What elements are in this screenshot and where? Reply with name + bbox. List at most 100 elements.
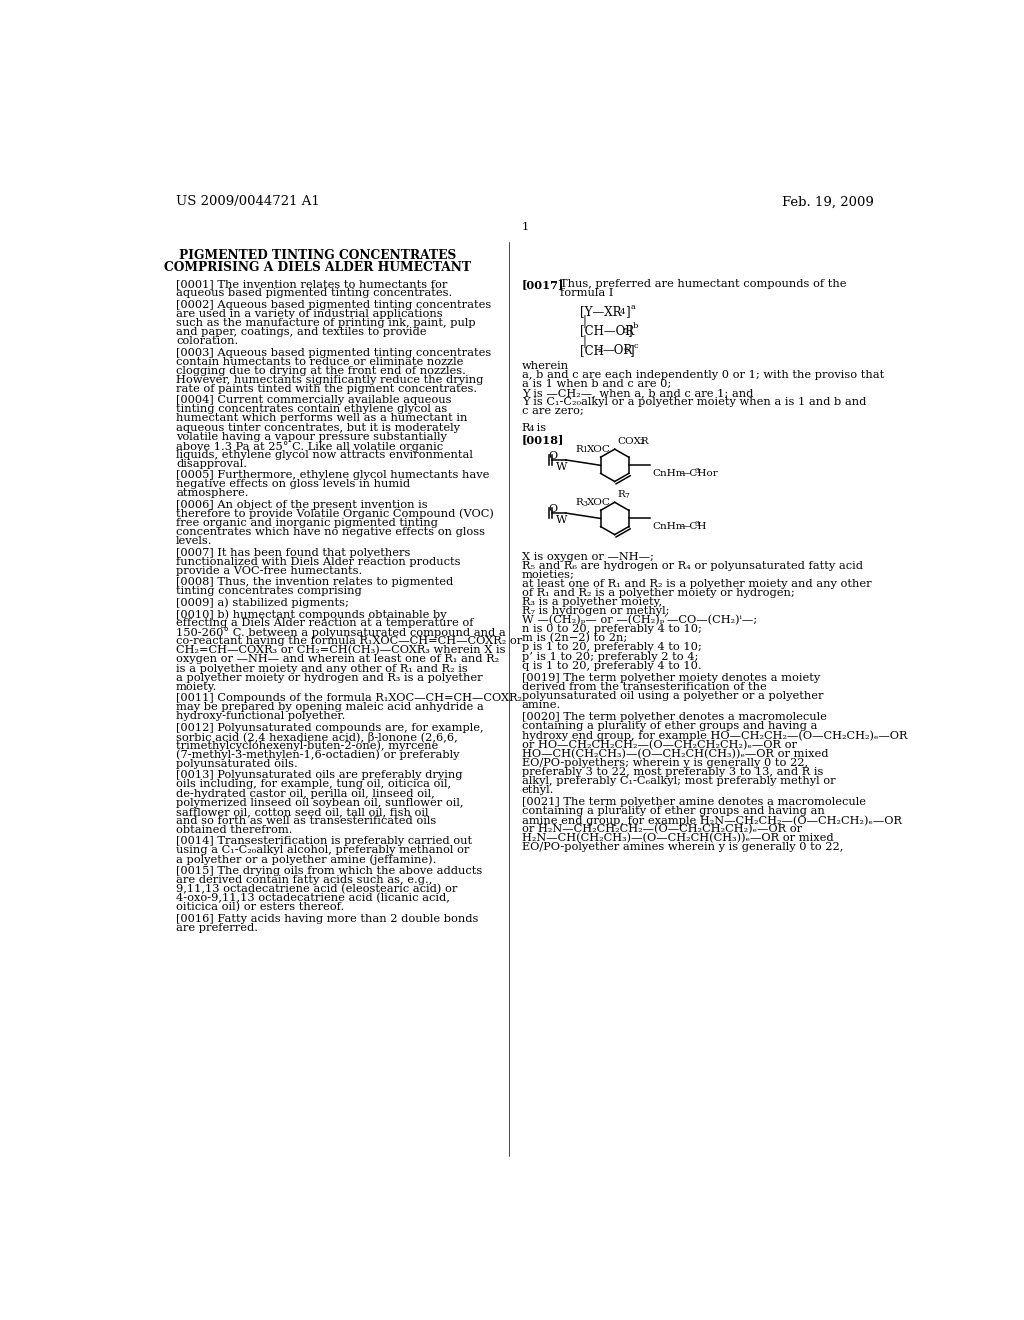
Text: a polyether or a polyether amine (jeffamine).: a polyether or a polyether amine (jeffam… [176,854,436,865]
Text: [0005] Furthermore, ethylene glycol humectants have: [0005] Furthermore, ethylene glycol hume… [176,470,489,480]
Text: is: is [534,422,547,433]
Text: XOC: XOC [587,445,610,454]
Text: Thus, preferred are humectant compounds of the: Thus, preferred are humectant compounds … [560,280,847,289]
Text: 4: 4 [528,425,535,433]
Text: [Y—XR: [Y—XR [580,305,622,318]
Text: [0021] The term polyether amine denotes a macromolecule: [0021] The term polyether amine denotes … [521,797,865,807]
Text: [0004] Current commercially available aqueous: [0004] Current commercially available aq… [176,395,452,405]
Text: at least one of R₁ and R₂ is a polyether moiety and any other: at least one of R₁ and R₂ is a polyether… [521,579,871,589]
Text: or: or [700,469,718,478]
Text: [0010] b) humectant compounds obtainable by: [0010] b) humectant compounds obtainable… [176,609,446,619]
Text: moieties;: moieties; [521,570,574,579]
Text: sorbic acid (2,4 hexadiene acid), β-lonone (2,6,6,: sorbic acid (2,4 hexadiene acid), β-lono… [176,731,458,743]
Text: provide a VOC-free humectants.: provide a VOC-free humectants. [176,566,362,576]
Text: W —(CH₂)ₚ— or —(CH₂)ₚ′—CO—(CH₂)ⁱ—;: W —(CH₂)ₚ— or —(CH₂)ₚ′—CO—(CH₂)ⁱ—; [521,615,757,626]
Text: or H₂N—CH₂CH₂CH₂—(O—CH₂CH₂CH₂)ₑ—OR or: or H₂N—CH₂CH₂CH₂—(O—CH₂CH₂CH₂)ₑ—OR or [521,824,802,834]
Text: negative effects on gloss levels in humid: negative effects on gloss levels in humi… [176,479,411,490]
Text: contain humectants to reduce or eliminate nozzle: contain humectants to reduce or eliminat… [176,356,464,367]
Text: 1: 1 [582,446,587,454]
Text: 3: 3 [694,520,699,528]
Text: p is 1 to 20, preferably 4 to 10;: p is 1 to 20, preferably 4 to 10; [521,643,701,652]
Text: and paper, coatings, and textiles to provide: and paper, coatings, and textiles to pro… [176,327,427,337]
Text: c are zero;: c are zero; [521,407,584,416]
Text: ethyl.: ethyl. [521,785,554,795]
Text: H₂N—CH(CH₂CH₃)—(O—CH₂CH(CH₃))ₑ—OR or mixed: H₂N—CH(CH₂CH₃)—(O—CH₂CH(CH₃))ₑ—OR or mix… [521,833,834,843]
Text: 5: 5 [623,327,628,335]
Text: ]: ] [627,325,632,338]
Text: EO/PO-polyether amines wherein y is generally 0 to 22,: EO/PO-polyether amines wherein y is gene… [521,842,843,853]
Text: [0003] Aqueous based pigmented tinting concentrates: [0003] Aqueous based pigmented tinting c… [176,347,492,358]
Text: US 2009/0044721 A1: US 2009/0044721 A1 [176,195,319,209]
Text: or HO—CH₂CH₂CH₂—(O—CH₂CH₂CH₂)ₑ—OR or: or HO—CH₂CH₂CH₂—(O—CH₂CH₂CH₂)ₑ—OR or [521,739,797,750]
Text: [0015] The drying oils from which the above adducts: [0015] The drying oils from which the ab… [176,866,482,876]
Text: p’ is 1 to 20; preferably 2 to 4;: p’ is 1 to 20; preferably 2 to 4; [521,652,698,661]
Text: [0007] It has been found that polyethers: [0007] It has been found that polyethers [176,548,411,557]
Text: c: c [634,342,639,350]
Text: effecting a Diels Alder reaction at a temperature of: effecting a Diels Alder reaction at a te… [176,618,473,628]
Text: is a polyether moiety and any other of R₁ and R₂ is: is a polyether moiety and any other of R… [176,664,468,673]
Text: formula I: formula I [560,288,613,298]
Text: de-hydrated castor oil, perilla oil, linseed oil,: de-hydrated castor oil, perilla oil, lin… [176,788,435,799]
Text: are preferred.: are preferred. [176,923,258,933]
Text: [0008] Thus, the invention relates to pigmented: [0008] Thus, the invention relates to pi… [176,577,454,587]
Text: therefore to provide Volatile Organic Compound (VOC): therefore to provide Volatile Organic Co… [176,510,494,520]
Text: a: a [630,304,635,312]
Text: [0014] Transesterification is preferably carried out: [0014] Transesterification is preferably… [176,837,472,846]
Text: [0018]: [0018] [521,434,564,446]
Text: W: W [556,515,567,525]
Text: tinting concentrates contain ethylene glycol as: tinting concentrates contain ethylene gl… [176,404,447,414]
Text: [0011] Compounds of the formula R₁XOC—CH=CH—COXR₂: [0011] Compounds of the formula R₁XOC—CH… [176,693,522,704]
Text: hydroxy-functional polyether.: hydroxy-functional polyether. [176,711,345,721]
Text: R: R [575,445,584,454]
Text: free organic and inorganic pigmented tinting: free organic and inorganic pigmented tin… [176,517,438,528]
Text: polymerized linseed oil soybean oil, sunflower oil,: polymerized linseed oil soybean oil, sun… [176,797,464,808]
Text: PIGMENTED TINTING CONCENTRATES: PIGMENTED TINTING CONCENTRATES [179,249,457,263]
Text: above 1.3 Pa at 25° C. Like all volatile organic: above 1.3 Pa at 25° C. Like all volatile… [176,441,443,451]
Text: volatile having a vapour pressure substantially: volatile having a vapour pressure substa… [176,432,446,442]
Text: EO/PO-polyethers; wherein y is generally 0 to 22,: EO/PO-polyethers; wherein y is generally… [521,758,808,768]
Text: of R₁ and R₂ is a polyether moiety or hydrogen;: of R₁ and R₂ is a polyether moiety or hy… [521,587,795,598]
Text: 150-260° C. between a polyunsaturated compound and a: 150-260° C. between a polyunsaturated co… [176,627,506,638]
Text: However, humectants significantly reduce the drying: However, humectants significantly reduce… [176,375,483,384]
Text: preferably 3 to 22, most preferably 3 to 13, and R is: preferably 3 to 22, most preferably 3 to… [521,767,823,776]
Text: atmosphere.: atmosphere. [176,488,249,499]
Text: ]: ] [629,343,633,356]
Text: ]: ] [625,305,630,318]
Text: O: O [548,504,557,513]
Text: CnHm: CnHm [652,523,685,532]
Text: disapproval.: disapproval. [176,459,247,469]
Text: [0009] a) stabilized pigments;: [0009] a) stabilized pigments; [176,598,349,609]
Text: 3: 3 [694,467,699,475]
Text: a is 1 when b and c are 0;: a is 1 when b and c are 0; [521,379,671,389]
Text: [0016] Fatty acids having more than 2 double bonds: [0016] Fatty acids having more than 2 do… [176,913,478,924]
Text: aqueous tinter concentrates, but it is moderately: aqueous tinter concentrates, but it is m… [176,422,460,433]
Text: rate of paints tinted with the pigment concentrates.: rate of paints tinted with the pigment c… [176,384,477,393]
Text: R₅ and R₆ are hydrogen or R₄ or polyunsaturated fatty acid: R₅ and R₆ are hydrogen or R₄ or polyunsa… [521,561,862,570]
Text: [0002] Aqueous based pigmented tinting concentrates: [0002] Aqueous based pigmented tinting c… [176,300,492,310]
Text: CH₂=CH—COXR₃ or CH₂=CH(CH₃)—COXR₃ wherein X is: CH₂=CH—COXR₃ or CH₂=CH(CH₃)—COXR₃ wherei… [176,645,506,656]
Text: a, b and c are each independently 0 or 1; with the proviso that: a, b and c are each independently 0 or 1… [521,370,884,380]
Text: O: O [548,450,557,461]
Text: [CH: [CH [580,343,604,356]
Text: 4-oxo-9,11,13 octadecatriene acid (licanic acid,: 4-oxo-9,11,13 octadecatriene acid (lican… [176,894,450,903]
Text: 1: 1 [521,222,528,231]
Text: oils including, for example, tung oil, oiticica oil,: oils including, for example, tung oil, o… [176,780,452,789]
Text: tinting concentrates comprising: tinting concentrates comprising [176,586,361,597]
Text: X is oxygen or —NH—;: X is oxygen or —NH—; [521,552,653,561]
Text: b: b [633,322,638,330]
Text: alkyl, preferably C₁-C₆alkyl; most preferably methyl or: alkyl, preferably C₁-C₆alkyl; most prefe… [521,776,836,785]
Text: m is (2n−2) to 2n;: m is (2n−2) to 2n; [521,634,627,644]
Text: safflower oil, cotton seed oil, tall oil, fish oil: safflower oil, cotton seed oil, tall oil… [176,807,429,817]
Text: R₇ is hydrogen or methyl;: R₇ is hydrogen or methyl; [521,606,670,616]
Text: 2: 2 [640,438,644,446]
Text: coloration.: coloration. [176,337,239,346]
Text: wherein: wherein [521,360,568,371]
Text: polyunsaturated oil using a polyether or a polyether: polyunsaturated oil using a polyether or… [521,690,823,701]
Text: 7: 7 [624,491,629,499]
Text: W: W [556,462,567,473]
Text: R: R [617,490,626,499]
Text: polyunsaturated oils.: polyunsaturated oils. [176,759,298,770]
Text: Y is —CH₂—, when a, b and c are 1; and: Y is —CH₂—, when a, b and c are 1; and [521,388,753,399]
Text: obtained therefrom.: obtained therefrom. [176,825,293,836]
Text: co-reactant having the formula R₁XOC—CH=CH—COXR₂ or: co-reactant having the formula R₁XOC—CH=… [176,636,522,647]
